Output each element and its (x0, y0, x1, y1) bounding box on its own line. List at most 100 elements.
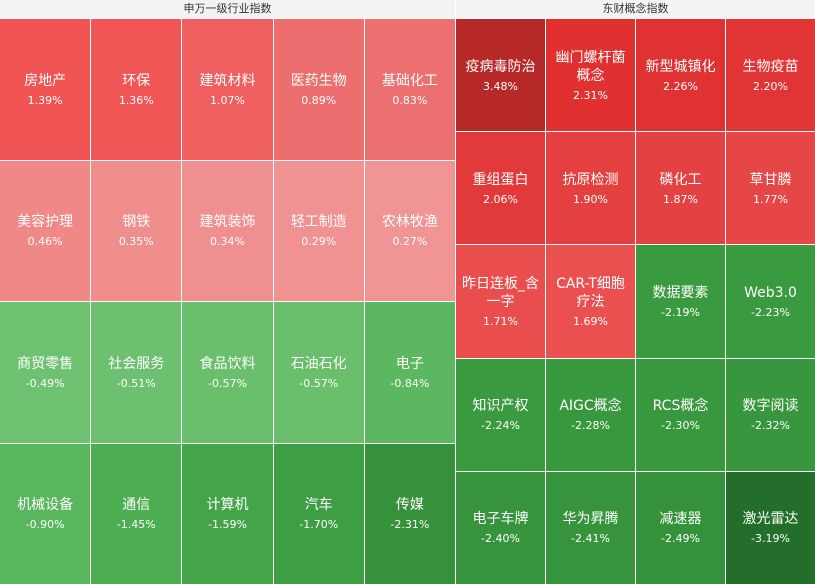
heatmap-cell[interactable]: 建筑材料 1.07% (182, 19, 273, 160)
heatmap-cell[interactable]: 新型城镇化 2.26% (636, 19, 725, 132)
heatmap-cell[interactable]: 疫病毒防治 3.48% (456, 19, 545, 132)
heatmap-cell[interactable]: 抗原检测 1.90% (546, 132, 635, 245)
cell-name: 数据要素 (652, 284, 709, 301)
cell-change: 2.26% (663, 79, 698, 93)
heatmap-cell[interactable]: 激光雷达 -3.19% (726, 471, 815, 584)
heatmap-cell[interactable]: 机械设备 -0.90% (0, 443, 91, 584)
heatmap-cell[interactable]: 减速器 -2.49% (636, 471, 725, 584)
heatmap-cell[interactable]: 商贸零售 -0.49% (0, 302, 91, 443)
heatmap-cell[interactable]: 社会服务 -0.51% (91, 302, 182, 443)
cell-name: 建筑装饰 (199, 214, 256, 231)
heatmap-cell[interactable]: 建筑装饰 0.34% (182, 160, 273, 301)
cell-change: 0.35% (118, 235, 154, 249)
cell-change: -2.41% (571, 532, 610, 546)
heatmap-cell[interactable]: 医药生物 0.89% (273, 19, 364, 160)
heatmap-cell[interactable]: 基础化工 0.83% (364, 19, 455, 160)
cell-change: -2.32% (751, 419, 790, 433)
cell-name: 电子 (395, 355, 424, 372)
heatmap-cell[interactable]: 传媒 -2.31% (364, 443, 455, 584)
cell-change: -2.28% (571, 419, 610, 433)
heatmap-cell[interactable]: 磷化工 1.87% (636, 132, 725, 245)
heatmap-cell[interactable]: 电子 -0.84% (364, 302, 455, 443)
heatmap-cell[interactable]: 华为昇腾 -2.41% (546, 471, 635, 584)
cell-name: 机械设备 (17, 497, 74, 514)
cell-name: 知识产权 (472, 398, 529, 415)
cell-name: 石油石化 (290, 355, 347, 372)
heatmap-cell[interactable]: 昨日连板_含一字 1.71% (456, 245, 545, 358)
cell-name: 美容护理 (17, 214, 74, 231)
heatmap-cell[interactable]: CAR-T细胞疗法 1.69% (546, 245, 635, 358)
cell-name: 商贸零售 (17, 355, 74, 372)
cell-change: 0.29% (301, 235, 337, 249)
cell-name: 幽门螺杆菌概念 (555, 49, 626, 84)
cell-name: 磷化工 (659, 171, 702, 188)
cell-change: -0.90% (25, 518, 65, 532)
heatmap-cell[interactable]: 农林牧渔 0.27% (364, 160, 455, 301)
cell-change: -2.31% (390, 518, 430, 532)
cell-change: 0.89% (301, 93, 337, 107)
cell-name: 昨日连板_含一字 (462, 275, 539, 310)
cell-name: 钢铁 (122, 214, 151, 231)
heatmap-cell[interactable]: RCS概念 -2.30% (636, 358, 725, 471)
cell-name: 草甘膦 (749, 171, 792, 188)
cell-change: 0.27% (392, 235, 428, 249)
cell-change: 0.34% (210, 235, 245, 249)
heatmap-cell[interactable]: Web3.0 -2.23% (726, 245, 815, 358)
cell-change: 2.31% (573, 88, 608, 102)
cell-change: 1.69% (573, 314, 608, 328)
heatmap-cell[interactable]: 通信 -1.45% (91, 443, 182, 584)
cell-name: 计算机 (206, 497, 249, 514)
heatmap-cell[interactable]: 美容护理 0.46% (0, 160, 91, 301)
heatmap-cell[interactable]: 房地产 1.39% (0, 19, 91, 160)
panel-title: 申万一级行业指数 (0, 0, 455, 19)
cell-change: 1.90% (573, 192, 608, 206)
heatmap-cell[interactable]: 环保 1.36% (91, 19, 182, 160)
cell-name: 传媒 (395, 497, 424, 514)
cell-name: 农林牧渔 (381, 214, 438, 231)
heatmap-cell[interactable]: 重组蛋白 2.06% (456, 132, 545, 245)
cell-change: 0.46% (27, 235, 63, 249)
heatmap-cell[interactable]: 数字阅读 -2.32% (726, 358, 815, 471)
cell-change: -2.24% (481, 419, 520, 433)
cell-change: 3.48% (483, 79, 518, 93)
cell-name: 生物疫苗 (742, 58, 799, 75)
cell-name: 减速器 (659, 511, 702, 528)
cell-change: -2.30% (661, 419, 700, 433)
cell-name: 食品饮料 (199, 355, 256, 372)
cell-name: 建筑材料 (199, 72, 256, 89)
heatmap-cell[interactable]: 轻工制造 0.29% (273, 160, 364, 301)
cell-name: 抗原检测 (562, 171, 619, 188)
cell-name: 疫病毒防治 (465, 58, 536, 75)
cell-name: RCS概念 (652, 398, 709, 415)
cell-name: 轻工制造 (290, 214, 347, 231)
cell-change: 1.71% (483, 314, 518, 328)
heatmap-cell[interactable]: 钢铁 0.35% (91, 160, 182, 301)
heatmap-cell[interactable]: AIGC概念 -2.28% (546, 358, 635, 471)
heatmap-cell[interactable]: 生物疫苗 2.20% (726, 19, 815, 132)
cell-name: 激光雷达 (742, 511, 799, 528)
cell-change: -0.49% (25, 376, 65, 390)
cell-name: 通信 (122, 497, 151, 514)
heatmap-cell[interactable]: 幽门螺杆菌概念 2.31% (546, 19, 635, 132)
cell-name: 电子车牌 (472, 511, 529, 528)
heatmap-cell[interactable]: 食品饮料 -0.57% (182, 302, 273, 443)
heatmap-cell[interactable]: 石油石化 -0.57% (273, 302, 364, 443)
cell-change: -2.23% (751, 305, 790, 319)
heatmap-cell[interactable]: 知识产权 -2.24% (456, 358, 545, 471)
cell-name: 医药生物 (290, 72, 347, 89)
heatmap-cell[interactable]: 数据要素 -2.19% (636, 245, 725, 358)
cell-change: -1.59% (208, 518, 247, 532)
cell-name: 重组蛋白 (472, 171, 529, 188)
cell-change: -2.40% (481, 532, 520, 546)
cell-change: 1.87% (663, 192, 698, 206)
cell-grid: 房地产 1.39% 环保 1.36% 建筑材料 1.07% 医药生物 0.89% 基础化工 0.8… (0, 19, 455, 584)
cell-change: -0.57% (299, 376, 339, 390)
heatmap-cell[interactable]: 计算机 -1.59% (182, 443, 273, 584)
cell-change: 1.77% (753, 192, 788, 206)
heatmap-cell[interactable]: 电子车牌 -2.40% (456, 471, 545, 584)
heatmap-cell[interactable]: 草甘膦 1.77% (726, 132, 815, 245)
heatmap-cell[interactable]: 汽车 -1.70% (273, 443, 364, 584)
cell-change: 1.36% (118, 93, 154, 107)
cell-change: 1.07% (210, 93, 245, 107)
cell-change: 1.39% (27, 93, 63, 107)
